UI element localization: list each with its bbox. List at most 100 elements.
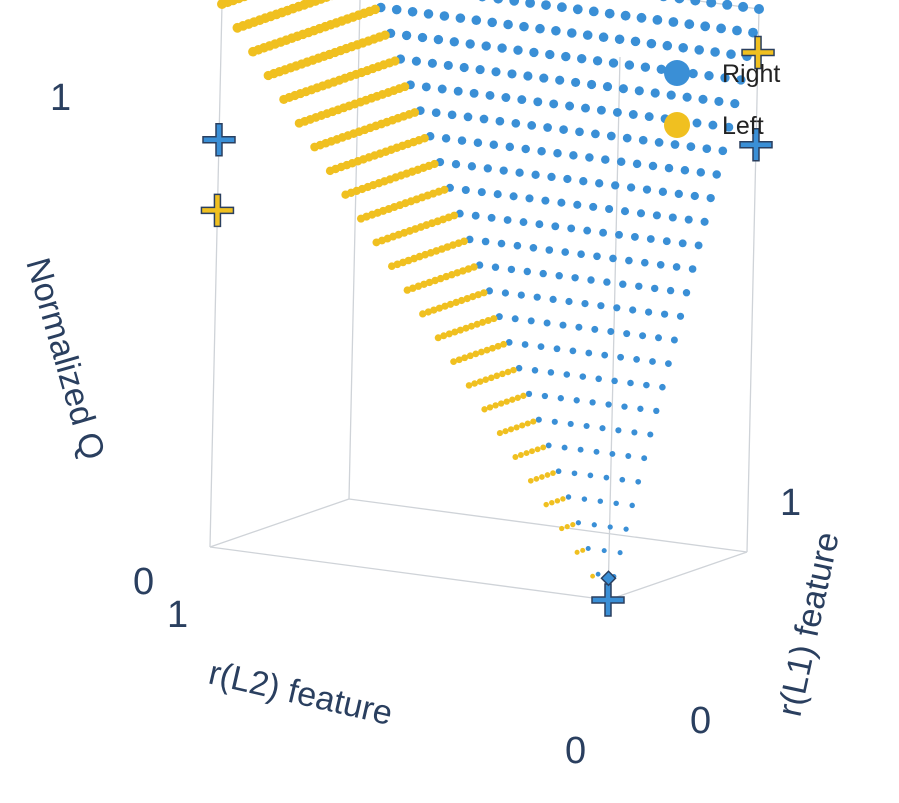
surface-point	[372, 238, 381, 247]
surface-point	[569, 347, 577, 355]
surface-point	[533, 293, 541, 301]
surface-point	[543, 123, 552, 132]
surface-point	[593, 448, 600, 455]
surface-point	[565, 101, 575, 111]
surface-point	[621, 403, 628, 410]
surface-point	[248, 46, 258, 57]
surface-point	[653, 407, 660, 415]
y-tick-0: 0	[565, 730, 586, 772]
highlight-markers	[200, 35, 775, 617]
surface-point	[521, 144, 530, 154]
surface-point	[453, 86, 463, 96]
surface-point	[279, 94, 289, 104]
surface-point	[504, 368, 512, 376]
surface-point	[484, 317, 492, 324]
surface-point	[615, 427, 622, 434]
surface-point	[480, 289, 488, 297]
surface-point	[636, 12, 647, 23]
surface-point	[630, 36, 641, 47]
surface-point	[513, 424, 520, 431]
surface-point	[391, 4, 402, 15]
surface-point	[503, 19, 513, 30]
surface-point	[517, 291, 525, 299]
surface-point	[559, 125, 568, 134]
surface-point	[682, 289, 691, 297]
surface-point	[640, 258, 649, 267]
surface-point	[656, 260, 665, 269]
surface-point	[569, 151, 578, 160]
surface-point	[587, 276, 595, 284]
surface-point	[608, 58, 619, 68]
surface-point	[519, 21, 529, 32]
surface-point	[446, 300, 455, 308]
surface-point	[515, 168, 524, 177]
surface-point	[550, 470, 556, 476]
surface-point	[217, 0, 227, 9]
surface-point	[595, 179, 604, 188]
surface-point	[577, 54, 587, 64]
surface-point	[633, 356, 640, 363]
surface-point	[554, 498, 561, 504]
legend-left-swatch	[664, 112, 690, 138]
surface-point	[591, 129, 600, 139]
surface-point	[589, 202, 598, 211]
surface-point	[672, 263, 681, 271]
surface-point	[574, 549, 580, 555]
surface-point	[646, 235, 655, 243]
surface-point	[688, 68, 698, 79]
surface-point	[571, 470, 578, 477]
surface-point	[625, 256, 633, 265]
surface-point	[561, 444, 568, 451]
surface-point	[557, 198, 566, 207]
surface-point	[577, 250, 585, 259]
surface-point	[591, 522, 597, 528]
surface-point	[473, 138, 483, 147]
surface-point	[232, 22, 243, 33]
surface-point	[450, 358, 457, 365]
surface-point	[662, 237, 671, 246]
surface-point	[603, 474, 610, 481]
x-tick-1: 1	[780, 482, 801, 524]
surface-point	[527, 121, 537, 130]
surface-point	[585, 349, 593, 357]
surface-point	[626, 183, 636, 192]
surface-point	[457, 136, 467, 145]
surface-point	[613, 500, 619, 507]
surface-point	[502, 428, 509, 435]
surface-point	[534, 446, 541, 453]
grid-line-back-right-vertical	[746, 8, 760, 553]
surface-point	[520, 392, 527, 399]
surface-point	[583, 422, 590, 430]
grid-lines	[209, 0, 760, 601]
surface-point	[456, 326, 464, 334]
surface-point	[601, 351, 609, 359]
surface-point	[485, 90, 495, 100]
surface-point	[724, 122, 734, 132]
surface-point	[443, 60, 453, 70]
surface-point	[414, 282, 423, 290]
surface-point	[531, 170, 540, 179]
surface-point	[619, 476, 626, 483]
surface-point	[493, 190, 502, 199]
surface-point	[611, 377, 618, 385]
surface-point	[638, 135, 648, 145]
surface-point	[684, 19, 695, 30]
surface-point	[533, 476, 540, 482]
grid-line-floor-front-right	[607, 551, 748, 601]
surface-point	[411, 56, 421, 66]
surface-point	[481, 237, 490, 246]
surface-point	[535, 220, 544, 229]
surface-point	[539, 269, 547, 278]
surface-point	[431, 276, 439, 285]
surface-point	[483, 346, 491, 354]
legend[interactable]: Right Left	[664, 60, 780, 140]
surface-point	[706, 193, 715, 203]
surface-point	[570, 521, 576, 528]
surface-point	[517, 95, 527, 105]
surface-point	[535, 416, 542, 423]
surface-point	[553, 345, 561, 353]
surface-point	[511, 118, 521, 128]
surface-point	[461, 354, 469, 362]
surface-point	[661, 310, 669, 318]
surface-point	[624, 60, 635, 70]
